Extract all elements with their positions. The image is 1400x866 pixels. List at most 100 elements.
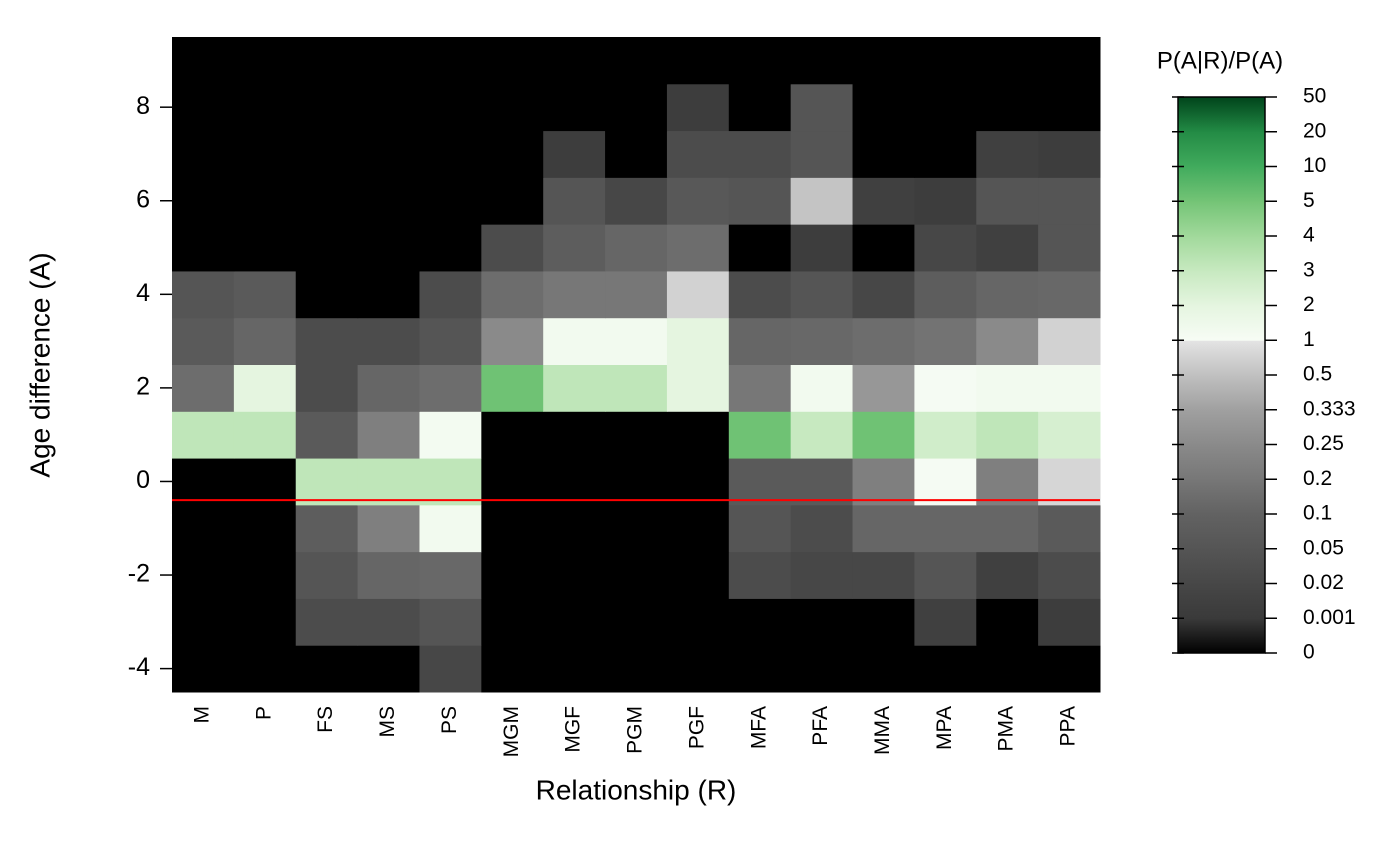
heatmap-cell [357,598,420,646]
heatmap-cell [976,551,1039,599]
x-tick-label: PGF [685,706,708,749]
x-axis-title: Relationship (R) [536,774,737,805]
heatmap-cell [914,270,977,319]
heatmap-cell [790,224,854,272]
colorbar-segment [1178,305,1265,341]
colorbar-segment [1178,97,1265,133]
heatmap-cell [914,130,977,178]
heatmap-cell [419,83,482,132]
x-tick-label: PS [438,706,461,734]
heatmap-cell [852,598,915,646]
heatmap-cell [419,551,482,599]
heatmap-cell [914,364,977,412]
x-tick-label: MGM [500,706,523,757]
heatmap-cell [172,130,235,178]
heatmap-cell [666,83,730,132]
y-tick-label: -2 [128,560,150,588]
heatmap-cell [605,177,668,225]
heatmap-cell [172,458,235,506]
heatmap-cell [357,224,420,272]
heatmap-cell [419,224,482,272]
heatmap-cell [914,177,977,225]
heatmap-cell [728,411,792,459]
heatmap-cell [728,83,792,132]
heatmap-cell [790,551,854,599]
heatmap-cell [1038,645,1101,693]
heatmap-cell [1038,364,1101,412]
heatmap-cell [295,458,359,506]
x-tick-label: PGM [624,706,647,754]
heatmap-cell [728,645,792,693]
heatmap-cell [1038,598,1101,646]
heatmap-cell [852,270,915,319]
colorbar-tick-label: 2 [1303,293,1315,316]
heatmap-cell [728,598,792,646]
colorbar-segment [1178,236,1265,272]
heatmap-cell [419,598,482,646]
heatmap-cell [852,504,915,553]
heatmap-cell [419,504,482,553]
heatmap-cell [295,317,359,365]
heatmap-cell [543,458,606,506]
heatmap-cell [295,224,359,272]
colorbar-segment [1178,340,1265,376]
heatmap-cell [728,130,792,178]
heatmap-cell [172,224,235,272]
heatmap-cell [357,645,420,693]
heatmap-cell [605,364,668,412]
heatmap-cell [543,177,606,225]
heatmap-cell [419,130,482,178]
heatmap-cell [976,37,1039,85]
x-tick-label: PFA [809,706,832,746]
heatmap-cell [233,645,297,693]
colorbar-segment [1178,409,1265,445]
colorbar-segment [1178,583,1265,619]
heatmap-cell [728,270,792,319]
heatmap-cell [357,364,420,412]
x-tick-label: P [252,706,275,720]
colorbar-tick-label: 0 [1303,641,1315,664]
x-tick-label: MFA [747,706,770,749]
heatmap-cell [172,551,235,599]
heatmap-cell [852,551,915,599]
heatmap-cell [666,130,730,178]
heatmap-cell [914,317,977,365]
heatmap-cell [543,364,606,412]
heatmap-cell [481,224,544,272]
y-tick-label: 0 [136,466,150,494]
heatmap-cell [790,317,854,365]
heatmap-cell [481,458,544,506]
heatmap-cell [852,317,915,365]
x-tick-label: M [190,706,213,724]
heatmap-cell [1038,504,1101,553]
heatmap-cell [728,364,792,412]
heatmap-cell [976,645,1039,693]
heatmap-cell [790,83,854,132]
heatmap-cell [976,364,1039,412]
heatmap-cell [728,458,792,506]
heatmap-cell [1038,551,1101,599]
heatmap-cell [914,224,977,272]
heatmap-cell [976,83,1039,132]
y-tick-label: 6 [136,185,150,213]
x-tick-label: PMA [995,706,1018,752]
y-tick-label: 8 [136,92,150,120]
heatmap-cell [976,177,1039,225]
heatmap-cell [419,177,482,225]
heatmap-cell [295,364,359,412]
heatmap-cell [419,364,482,412]
colorbar-segment [1178,514,1265,550]
heatmap-cell [666,551,730,599]
heatmap-cell [790,598,854,646]
heatmap-cell [605,37,668,85]
colorbar-title: P(A|R)/P(A) [1157,47,1283,74]
heatmap-cell [233,598,297,646]
heatmap-cell [790,130,854,178]
heatmap-cell [976,504,1039,553]
heatmap-cell [605,317,668,365]
x-tick-label: MS [376,706,399,738]
heatmap-cell [295,551,359,599]
x-tick-label: MPA [933,706,956,750]
heatmap-cell [357,551,420,599]
